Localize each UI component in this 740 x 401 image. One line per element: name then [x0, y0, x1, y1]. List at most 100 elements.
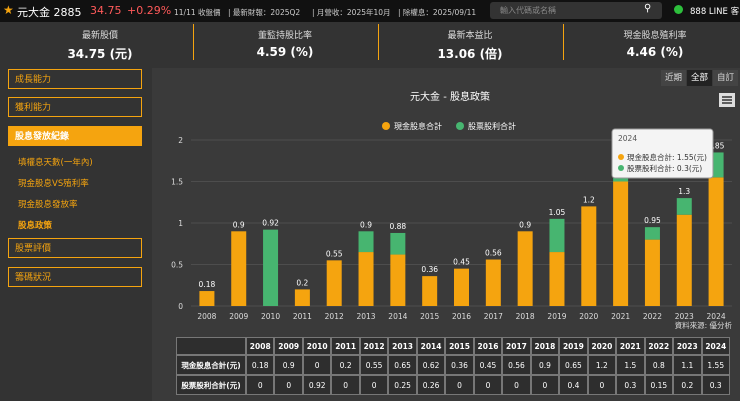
bar-segment [613, 181, 629, 306]
source: 資料來源: 優分析 [675, 320, 733, 330]
menu-item[interactable]: 成長能力 [8, 69, 142, 89]
total-label: 0.95 [644, 216, 661, 225]
total-label: 0.2 [296, 278, 308, 287]
x-tick-label: 2018 [516, 312, 535, 321]
stat-label: 最新本益比 [447, 31, 493, 41]
submenu-item[interactable]: 現金股息VS殖利率 [18, 179, 89, 189]
table-cell: 1.2 [587, 355, 617, 375]
tooltip-marker [618, 165, 624, 171]
menu-item[interactable]: 股票評價 [8, 238, 142, 258]
x-tick-label: 2021 [611, 312, 630, 321]
table-header: 2019 [559, 337, 588, 355]
x-tick-label: 2015 [420, 312, 439, 321]
legend-marker [456, 122, 464, 130]
table-header: 2022 [644, 337, 674, 355]
table-cell: 0.55 [359, 355, 389, 375]
table-cell: 0.8 [644, 355, 674, 375]
total-label: 0.36 [421, 265, 438, 274]
table-cell: 0 [331, 375, 360, 395]
bar-segment [326, 260, 342, 306]
table-cell: 0.25 [388, 375, 417, 395]
bar-segment [294, 289, 310, 306]
bar-segment [263, 229, 279, 306]
table-cell: 0.4 [559, 375, 588, 395]
range-button[interactable]: 近期 [661, 70, 686, 86]
star-icon[interactable]: ★ [3, 3, 14, 17]
search-box[interactable]: 輸入代碼或名稱 ⚲ [490, 2, 662, 19]
x-tick-label: 2023 [675, 312, 694, 321]
submenu-item[interactable]: 填權息天數(一年內) [18, 158, 93, 168]
divider [193, 24, 194, 60]
bar-segment [708, 177, 724, 306]
total-label: 0.9 [519, 220, 531, 229]
legend-label: 股票股利合計 [468, 121, 516, 131]
tooltip-item: 現金股息合計: 1.55(元) [627, 152, 707, 162]
submenu-item[interactable]: 股息政策 [18, 221, 53, 231]
total-label: 0.9 [233, 220, 245, 229]
table-cell: 0 [502, 375, 531, 395]
table-cell: 0 [445, 375, 474, 395]
bar-segment [422, 276, 438, 306]
menu-icon[interactable] [719, 93, 735, 107]
x-tick-label: 2014 [388, 312, 407, 321]
total-label: 0.88 [390, 222, 407, 231]
table-row-label: 股票股利合計(元) [176, 375, 246, 395]
table-cell: 0.2 [331, 355, 360, 375]
table-corner [176, 337, 246, 355]
bar-segment [549, 218, 565, 253]
x-tick-label: 2020 [579, 312, 598, 321]
bar-segment [549, 252, 565, 306]
x-tick-label: 2016 [452, 312, 471, 321]
table-cell: 1.1 [673, 355, 702, 375]
table-row-label: 現金股息合計(元) [176, 355, 246, 375]
table-header: 2016 [473, 337, 503, 355]
table-cell: 0 [246, 375, 275, 395]
x-tick-label: 2022 [643, 312, 662, 321]
total-label: 0.92 [262, 219, 279, 228]
total-label: 0.55 [326, 249, 343, 258]
table-cell: 0.36 [445, 355, 474, 375]
total-label: 0.18 [199, 280, 216, 289]
search-icon[interactable]: ⚲ [644, 3, 652, 14]
table-header: 2008 [246, 337, 275, 355]
stat-value: 34.75 (元) [67, 47, 133, 61]
stat-value: 4.59 (%) [256, 45, 314, 59]
total-label: 1.85 [708, 141, 725, 150]
range-button[interactable]: 自訂 [713, 70, 738, 86]
menu-item[interactable]: 獲利能力 [8, 97, 142, 117]
bar-segment [358, 252, 374, 306]
divider [563, 24, 564, 60]
exdiv: | 除權息：2025/09/11 [398, 8, 477, 17]
bar-segment [644, 227, 660, 240]
stat-cell: 董監持股比率 4.59 (%) [193, 22, 377, 62]
bar-segment [485, 259, 501, 306]
x-tick-label: 2017 [484, 312, 503, 321]
menu-item[interactable]: 籌碼狀況 [8, 267, 142, 287]
menu-item[interactable]: 股息發放紀錄 [8, 126, 142, 146]
tooltip-item: 股票股利合計: 0.3(元) [627, 163, 702, 173]
table-cell: 0.18 [246, 355, 275, 375]
range-button[interactable]: 全部 [687, 70, 712, 86]
table-cell: 0.65 [559, 355, 588, 375]
stat-cell: 現金股息殖利率 4.46 (%) [563, 22, 740, 62]
submenu-item[interactable]: 現金股息發放率 [18, 200, 78, 210]
revenue: | 月營收：2025年10月 [312, 8, 391, 17]
total-label: 1.2 [583, 195, 595, 204]
table-cell: 0 [359, 375, 389, 395]
stat-cell: 最新股價 34.75 (元) [8, 22, 192, 62]
table-cell: 0.3 [616, 375, 645, 395]
table-header: 2010 [302, 337, 332, 355]
table-header: 2014 [416, 337, 446, 355]
table-header: 2021 [616, 337, 645, 355]
bar-segment [644, 239, 660, 306]
bar-segment [676, 198, 692, 215]
bar-segment [676, 214, 692, 306]
stat-value: 4.46 (%) [626, 45, 684, 59]
tooltip-title: 2024 [618, 134, 637, 143]
line-text[interactable]: 888 LINE 客 [690, 7, 740, 17]
table-header: 2017 [502, 337, 531, 355]
table-cell: 0.9 [274, 355, 303, 375]
stat-cell: 最新本益比 13.06 (倍) [378, 22, 562, 62]
table-cell: 0.26 [416, 375, 446, 395]
